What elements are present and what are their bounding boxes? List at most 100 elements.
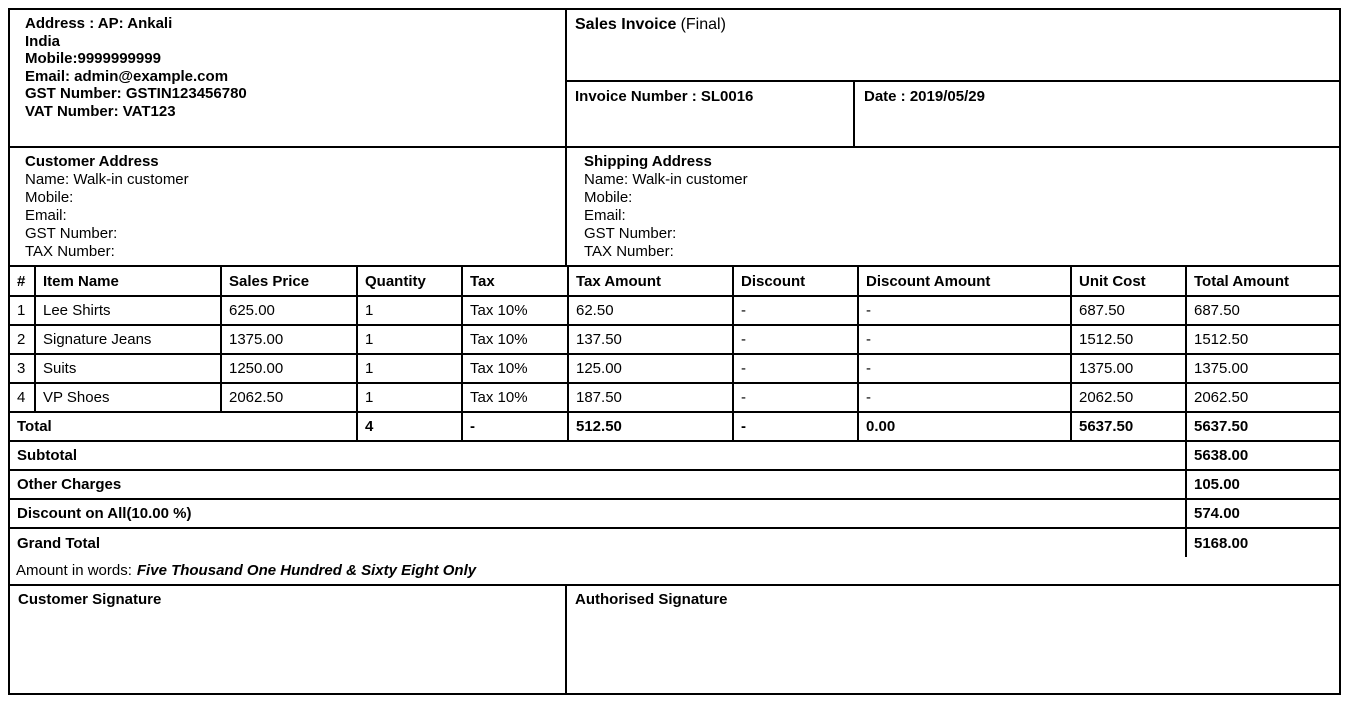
company-mobile-line: Mobile:9999999999 — [25, 50, 161, 67]
item-sn: 4 — [10, 382, 36, 413]
customer-address-block: Customer Address Name: Walk-in customer … — [10, 148, 567, 265]
item-discount: - — [732, 324, 859, 355]
address-section: Customer Address Name: Walk-in customer … — [10, 148, 1339, 267]
header-unit-cost: Unit Cost — [1070, 267, 1187, 297]
company-country-line: India — [25, 32, 61, 50]
shipping-mobile-line: Mobile: — [584, 189, 633, 206]
total-discount-amount: 0.00 — [857, 411, 1072, 442]
discount-on-all-value: 574.00 — [1185, 498, 1339, 529]
summary-row-other-charges: Other Charges 105.00 — [10, 469, 1339, 500]
summary-row-discount: Discount on All(10.00 %) 574.00 — [10, 498, 1339, 529]
item-name: Suits — [34, 353, 222, 384]
customer-email-line: Email: — [25, 207, 67, 224]
discount-on-all-label: Discount on All(10.00 %) — [10, 498, 1187, 529]
item-discount-amount: - — [857, 353, 1072, 384]
customer-name-line: Name: Walk-in customer — [25, 171, 189, 188]
grand-total-label: Grand Total — [10, 527, 1187, 557]
item-row: 4 VP Shoes 2062.50 1 Tax 10% 187.50 - - … — [10, 382, 1339, 413]
table-header-row: # Item Name Sales Price Quantity Tax Tax… — [10, 267, 1339, 297]
item-row: 3 Suits 1250.00 1 Tax 10% 125.00 - - 137… — [10, 353, 1339, 384]
customer-tax-line: TAX Number: — [25, 243, 115, 260]
items-table: # Item Name Sales Price Quantity Tax Tax… — [10, 267, 1339, 557]
header-tax-amount: Tax Amount — [567, 267, 734, 297]
top-section: Address : AP: Ankali India Mobile:999999… — [10, 10, 1339, 148]
other-charges-value: 105.00 — [1185, 469, 1339, 500]
item-unit-cost: 2062.50 — [1070, 382, 1187, 413]
total-unit-cost: 5637.50 — [1070, 411, 1187, 442]
other-charges-label: Other Charges — [10, 469, 1187, 500]
subtotal-label: Subtotal — [10, 440, 1187, 471]
invoice-document: Address : AP: Ankali India Mobile:999999… — [8, 8, 1341, 695]
total-tax-amount: 512.50 — [567, 411, 734, 442]
item-unit-cost: 1375.00 — [1070, 353, 1187, 384]
summary-row-subtotal: Subtotal 5638.00 — [10, 440, 1339, 471]
total-discount: - — [732, 411, 859, 442]
company-address-line: Address : AP: Ankali — [25, 15, 173, 32]
subtotal-value: 5638.00 — [1185, 440, 1339, 471]
item-tax-amount: 125.00 — [567, 353, 734, 384]
item-sales-price: 625.00 — [220, 295, 358, 326]
item-unit-cost: 1512.50 — [1070, 324, 1187, 355]
header-sales-price: Sales Price — [220, 267, 358, 297]
shipping-gst-line: GST Number: — [584, 225, 677, 242]
total-label: Total — [10, 411, 358, 442]
item-discount-amount: - — [857, 295, 1072, 326]
item-sn: 2 — [10, 324, 36, 355]
item-tax-amount: 137.50 — [567, 324, 734, 355]
item-quantity: 1 — [356, 353, 463, 384]
customer-mobile-line: Mobile: — [25, 189, 74, 206]
item-tax: Tax 10% — [461, 353, 569, 384]
header-tax: Tax — [461, 267, 569, 297]
authorised-signature-label: Authorised Signature — [575, 591, 728, 608]
shipping-name-line: Name: Walk-in customer — [584, 171, 748, 188]
item-total-amount: 2062.50 — [1185, 382, 1339, 413]
header-quantity: Quantity — [356, 267, 463, 297]
shipping-tax-line: TAX Number: — [584, 243, 674, 260]
invoice-title: Sales Invoice — [575, 16, 677, 33]
item-tax-amount: 187.50 — [567, 382, 734, 413]
company-gst-line: GST Number: GSTIN123456780 — [25, 85, 247, 102]
header-discount: Discount — [732, 267, 859, 297]
item-sales-price: 1375.00 — [220, 324, 358, 355]
signature-section: Customer Signature Authorised Signature — [10, 586, 1339, 693]
invoice-meta-row: Invoice Number : SL0016 Date : 2019/05/2… — [567, 82, 1339, 146]
item-quantity: 1 — [356, 324, 463, 355]
item-quantity: 1 — [356, 382, 463, 413]
item-quantity: 1 — [356, 295, 463, 326]
customer-gst-line: GST Number: — [25, 225, 118, 242]
item-tax-amount: 62.50 — [567, 295, 734, 326]
customer-signature-label: Customer Signature — [10, 586, 567, 693]
shipping-email-line: Email: — [584, 207, 626, 224]
item-name: Signature Jeans — [34, 324, 222, 355]
amount-in-words-row: Amount in words: Five Thousand One Hundr… — [10, 557, 1339, 586]
item-unit-cost: 687.50 — [1070, 295, 1187, 326]
shipping-address-title: Shipping Address — [584, 153, 712, 170]
item-sn: 3 — [10, 353, 36, 384]
invoice-title-qualifier: (Final) — [680, 16, 726, 33]
item-name: Lee Shirts — [34, 295, 222, 326]
total-total-amount: 5637.50 — [1185, 411, 1339, 442]
total-quantity: 4 — [356, 411, 463, 442]
item-discount: - — [732, 295, 859, 326]
total-tax: - — [461, 411, 569, 442]
header-discount-amount: Discount Amount — [857, 267, 1072, 297]
item-total-amount: 1375.00 — [1185, 353, 1339, 384]
item-total-amount: 1512.50 — [1185, 324, 1339, 355]
header-item-name: Item Name — [34, 267, 222, 297]
summary-row-grand-total: Grand Total 5168.00 — [10, 527, 1339, 557]
amount-in-words-label: Amount in words: — [16, 562, 132, 579]
amount-in-words-value: Five Thousand One Hundred & Sixty Eight … — [136, 562, 477, 579]
header-sn: # — [10, 267, 36, 297]
header-total-amount: Total Amount — [1185, 267, 1339, 297]
item-discount: - — [732, 382, 859, 413]
company-email-line: Email: admin@example.com — [25, 67, 229, 85]
company-vat-line: VAT Number: VAT123 — [25, 102, 176, 120]
invoice-number: Invoice Number : SL0016 — [567, 82, 855, 146]
customer-address-title: Customer Address — [25, 153, 159, 170]
invoice-header: Sales Invoice (Final) Invoice Number : S… — [567, 10, 1339, 146]
grand-total-value: 5168.00 — [1185, 527, 1339, 557]
invoice-date: Date : 2019/05/29 — [864, 88, 985, 105]
item-total-amount: 687.50 — [1185, 295, 1339, 326]
item-sn: 1 — [10, 295, 36, 326]
item-sales-price: 2062.50 — [220, 382, 358, 413]
